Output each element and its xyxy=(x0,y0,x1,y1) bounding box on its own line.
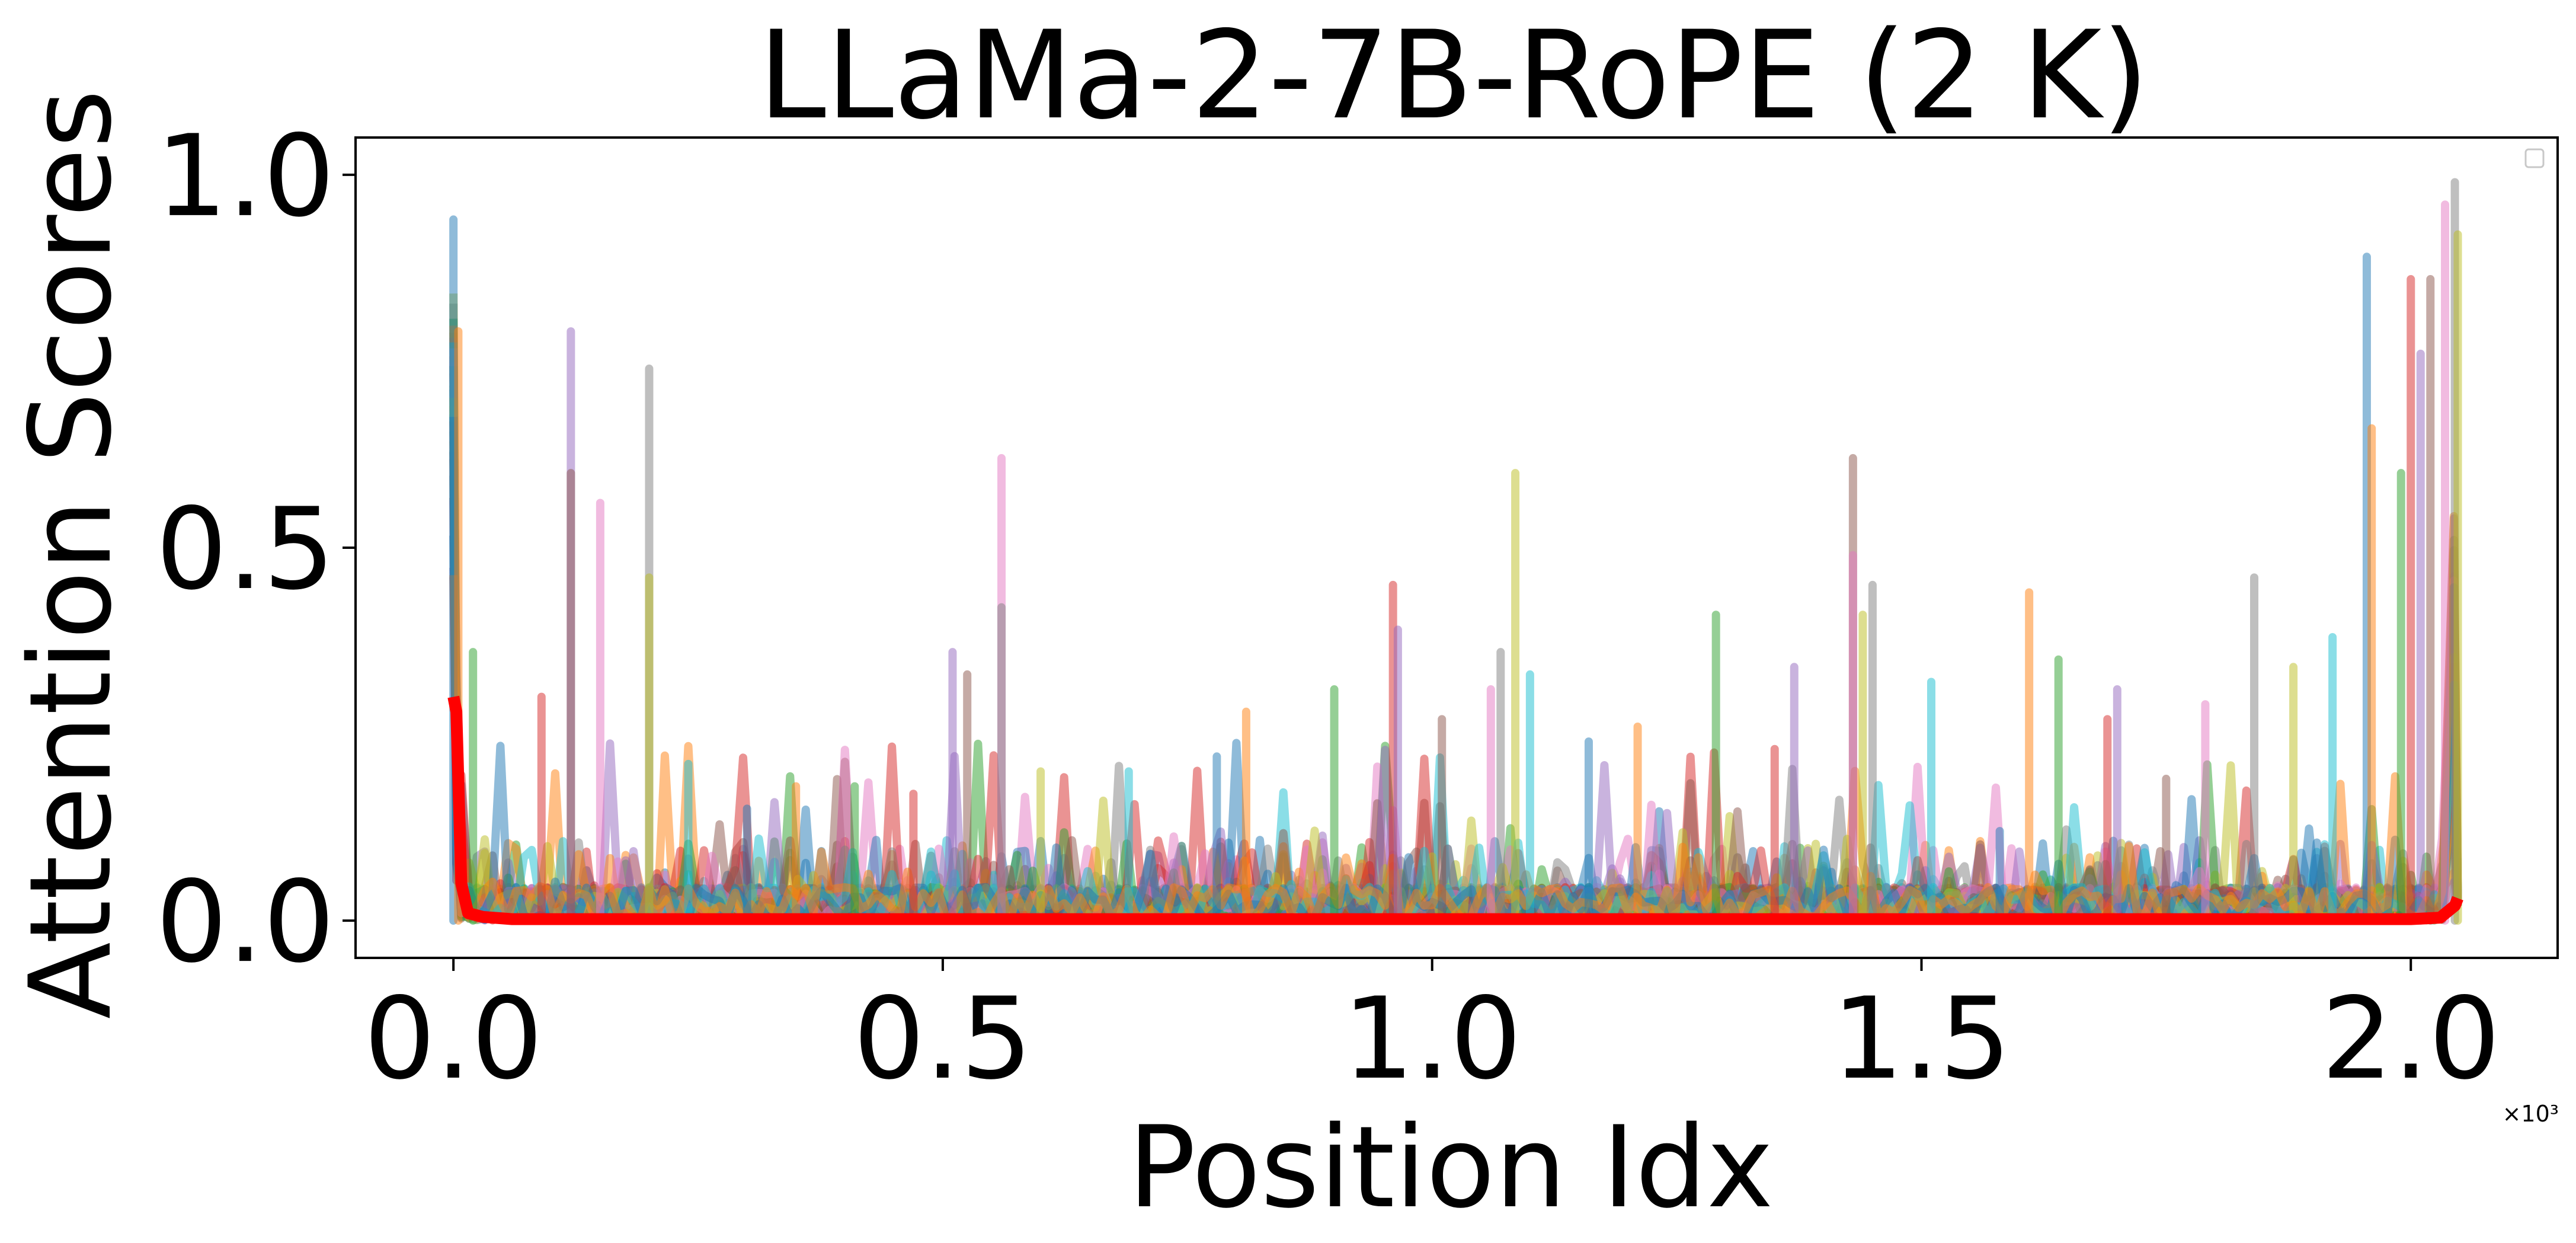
attention-series xyxy=(449,356,2462,925)
attention-series xyxy=(449,365,2462,925)
attention-series xyxy=(449,293,2462,925)
attention-series xyxy=(449,325,2462,925)
y-axis-label: Attention Scores xyxy=(5,90,136,1019)
highlight-series xyxy=(447,695,2463,925)
attention-series xyxy=(449,373,2462,925)
attention-series xyxy=(449,385,2462,925)
y-ticks: 0.0 0.5 1.0 xyxy=(156,111,356,988)
attention-series xyxy=(449,318,2462,925)
attention-series xyxy=(449,337,2462,925)
attention-series xyxy=(449,342,2462,925)
x-tick-label: 1.5 xyxy=(1832,973,2011,1104)
y-tick-label: 0.0 xyxy=(156,857,335,988)
x-multiplier-label: ×10³ xyxy=(2503,1101,2559,1127)
x-tick-label: 0.0 xyxy=(364,973,543,1104)
attention-series xyxy=(449,389,2462,925)
attention-series xyxy=(449,398,2462,925)
x-axis-label: Position Idx xyxy=(1128,1102,1773,1233)
attention-series xyxy=(449,303,2462,925)
attention-series xyxy=(449,333,2462,925)
attention-series xyxy=(449,512,2462,925)
x-tick-label: 2.0 xyxy=(2321,973,2500,1104)
legend-box xyxy=(2524,148,2545,168)
y-tick-label: 0.5 xyxy=(156,484,335,615)
attention-series xyxy=(449,348,2462,925)
plot-area xyxy=(447,178,2463,925)
y-tick-label: 1.0 xyxy=(156,111,335,242)
x-ticks: 0.0 0.5 1.0 1.5 2.0 xyxy=(364,958,2500,1104)
chart-title: LLaMa-2-7B-RoPE (2 K) xyxy=(759,5,2149,146)
attention-series xyxy=(449,362,2462,925)
x-tick-label: 0.5 xyxy=(853,973,1032,1104)
x-tick-label: 1.0 xyxy=(1343,973,1522,1104)
attention-series xyxy=(449,366,2462,925)
